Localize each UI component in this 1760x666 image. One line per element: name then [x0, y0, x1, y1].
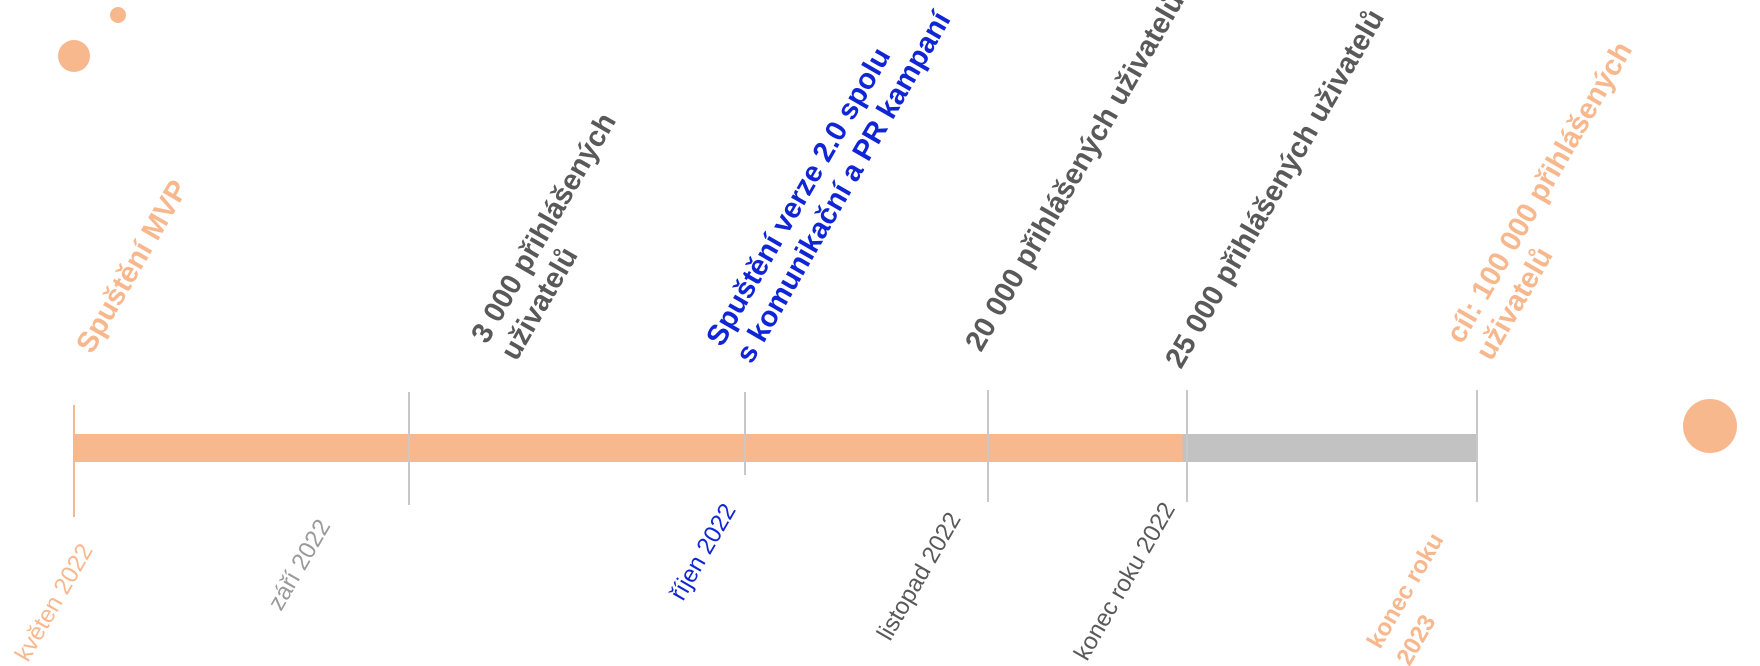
- date-zari-line: září 2022: [263, 515, 336, 615]
- label-v2-line: Spuštění verze 2.0 spolu: [700, 42, 897, 351]
- date-v2: říjen 2022: [665, 499, 742, 605]
- date-goal: konec roku2023: [1362, 529, 1479, 666]
- timeline-progress: [75, 434, 1183, 462]
- date-mvp: květen 2022: [10, 539, 99, 666]
- label-users-25000: 25 000 přihlášených uživatelů: [1159, 4, 1391, 373]
- date-users-25000: konec roku 2022: [1069, 498, 1181, 665]
- date-users-25000-line: konec roku 2022: [1069, 498, 1181, 665]
- date-users-20000-line: listopad 2022: [872, 508, 967, 645]
- label-goal-line: cíl: 100 000 přihlášených: [1440, 37, 1639, 349]
- label-users-20000-line: 20 000 přihlášených uživatelů: [959, 0, 1191, 357]
- label-mvp: Spuštění MVP: [70, 175, 194, 358]
- date-zari: září 2022: [263, 515, 336, 615]
- decor-circle-small: [110, 7, 126, 23]
- date-v2-line: říjen 2022: [665, 499, 742, 605]
- date-users-20000: listopad 2022: [872, 508, 967, 645]
- label-v2: Spuštění verze 2.0 spolus komunikační a …: [700, 0, 957, 369]
- decor-circle-end: [1683, 399, 1737, 453]
- label-users-20000: 20 000 přihlášených uživatelů: [959, 0, 1191, 357]
- label-v2-line: s komunikační a PR kampaní: [730, 6, 958, 369]
- label-mvp-line: Spuštění MVP: [70, 175, 194, 358]
- label-users-25000-line: 25 000 přihlášených uživatelů: [1159, 4, 1391, 373]
- label-users-3000: 3 000 přihlášenýchuživatelů: [465, 108, 652, 366]
- date-mvp-line: květen 2022: [10, 539, 99, 666]
- decor-circle-large: [58, 40, 90, 72]
- label-goal: cíl: 100 000 přihlášenýchuživatelů: [1440, 37, 1668, 366]
